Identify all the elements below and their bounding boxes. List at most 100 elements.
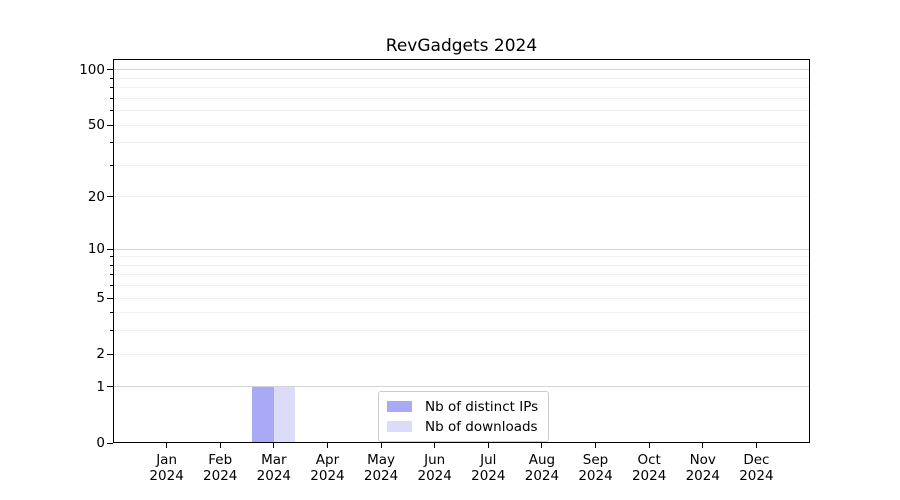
y-minor-tick-9 — [109, 256, 113, 258]
x-tick-jan-2024 — [166, 443, 168, 448]
legend-label-downloads: Nb of downloads — [425, 418, 538, 435]
x-tick-label-line: 2024 — [685, 468, 720, 484]
y-minor-tick-90 — [109, 77, 113, 79]
x-tick-aug-2024 — [541, 443, 543, 448]
y-gridline-40 — [113, 142, 810, 144]
y-gridline-3 — [113, 330, 810, 332]
y-minor-tick-80 — [109, 87, 113, 89]
x-tick-label-jul-2024: Jul 2024 — [456, 452, 520, 484]
y-minor-tick-4 — [109, 312, 113, 314]
x-tick-may-2024 — [380, 443, 382, 448]
x-tick-label-line: Apr — [315, 452, 340, 468]
x-tick-mar-2024 — [273, 443, 275, 448]
y-tick-100 — [107, 69, 113, 71]
x-tick-label-line: 2024 — [149, 468, 184, 484]
y-gridline-30 — [113, 164, 810, 166]
x-tick-label-line: Feb — [208, 452, 233, 468]
y-gridline-1 — [113, 386, 810, 388]
x-tick-label-line: 2024 — [417, 468, 452, 484]
y-tick-label-5: 5 — [96, 290, 105, 307]
x-tick-label-line: Sep — [582, 452, 609, 468]
x-tick-sep-2024 — [595, 443, 597, 448]
y-minor-tick-7 — [109, 274, 113, 276]
x-tick-label-feb-2024: Feb 2024 — [188, 452, 252, 484]
y-tick-5 — [107, 297, 113, 299]
x-tick-apr-2024 — [326, 443, 328, 448]
x-tick-label-sep-2024: Sep 2024 — [564, 452, 628, 484]
y-tick-label-1: 1 — [96, 378, 105, 395]
x-tick-label-jan-2024: Jan 2024 — [135, 452, 199, 484]
x-tick-label-line: Nov — [689, 452, 716, 468]
x-tick-label-line: 2024 — [739, 468, 774, 484]
legend: Nb of distinct IPs Nb of downloads — [378, 391, 550, 442]
plot-frame — [113, 59, 810, 443]
y-minor-tick-6 — [109, 285, 113, 287]
x-tick-label-apr-2024: Apr 2024 — [295, 452, 359, 484]
y-gridline-7 — [113, 274, 810, 276]
x-tick-label-line: May — [367, 452, 396, 468]
y-tick-0 — [107, 442, 113, 444]
y-minor-tick-30 — [109, 164, 113, 166]
y-gridline-2 — [113, 353, 810, 355]
y-minor-tick-60 — [109, 110, 113, 112]
y-minor-tick-8 — [109, 264, 113, 266]
x-tick-dec-2024 — [755, 443, 757, 448]
y-gridline-100 — [113, 69, 810, 71]
bar-nb-of-downloads-mar-2024 — [273, 386, 296, 443]
y-gridline-20 — [113, 196, 810, 198]
x-tick-label-dec-2024: Dec 2024 — [724, 452, 788, 484]
x-tick-label-line: Oct — [637, 452, 661, 468]
x-tick-feb-2024 — [219, 443, 221, 448]
legend-swatch-downloads — [387, 421, 412, 432]
x-tick-label-line: Aug — [528, 452, 556, 468]
y-tick-label-10: 10 — [87, 241, 105, 258]
x-tick-label-line: 2024 — [631, 468, 667, 484]
x-tick-label-mar-2024: Mar 2024 — [242, 452, 306, 484]
y-gridline-70 — [113, 97, 810, 99]
x-tick-label-line: 2024 — [471, 468, 506, 484]
x-tick-jul-2024 — [487, 443, 489, 448]
y-tick-label-0: 0 — [96, 435, 105, 451]
legend-swatch-distinct-ips — [387, 401, 412, 412]
x-tick-label-aug-2024: Aug 2024 — [510, 452, 574, 484]
y-minor-tick-40 — [109, 142, 113, 144]
x-tick-label-nov-2024: Nov 2024 — [671, 452, 735, 484]
y-gridline-4 — [113, 312, 810, 314]
x-tick-label-line: Jan — [156, 452, 178, 468]
x-tick-label-may-2024: May 2024 — [349, 452, 413, 484]
y-minor-tick-70 — [109, 97, 113, 99]
legend-label-distinct-ips: Nb of distinct IPs — [425, 398, 539, 415]
y-tick-label-50: 50 — [87, 117, 105, 134]
x-tick-label-line: 2024 — [256, 468, 292, 484]
y-tick-label-100: 100 — [79, 61, 105, 78]
y-tick-label-20: 20 — [87, 188, 105, 205]
x-tick-label-line: Jul — [480, 452, 497, 468]
y-tick-10 — [107, 248, 113, 250]
legend-item-downloads: Nb of downloads — [387, 417, 538, 436]
x-tick-jun-2024 — [434, 443, 436, 448]
bar-nb-of-distinct-ips-mar-2024 — [252, 386, 274, 443]
y-minor-tick-3 — [109, 330, 113, 332]
x-tick-label-line: 2024 — [363, 468, 399, 484]
y-tick-50 — [107, 124, 113, 126]
x-tick-label-line: 2024 — [310, 468, 345, 484]
legend-item-distinct-ips: Nb of distinct IPs — [387, 397, 538, 416]
y-gridline-6 — [113, 285, 810, 287]
y-tick-1 — [107, 386, 113, 388]
y-tick-2 — [107, 353, 113, 355]
chart-title: RevGadgets 2024 — [385, 36, 538, 56]
y-gridline-60 — [113, 110, 810, 112]
x-tick-label-oct-2024: Oct 2024 — [617, 452, 681, 484]
y-gridline-90 — [113, 77, 810, 79]
y-gridline-80 — [113, 87, 810, 89]
y-gridline-5 — [113, 297, 810, 299]
plot-area — [113, 59, 810, 443]
x-tick-label-line: 2024 — [524, 468, 560, 484]
y-tick-label-2: 2 — [96, 346, 105, 363]
y-gridline-50 — [113, 124, 810, 126]
x-tick-label-line: Mar — [261, 452, 287, 468]
y-gridline-8 — [113, 264, 810, 266]
y-gridline-9 — [113, 256, 810, 258]
y-gridline-10 — [113, 248, 810, 250]
